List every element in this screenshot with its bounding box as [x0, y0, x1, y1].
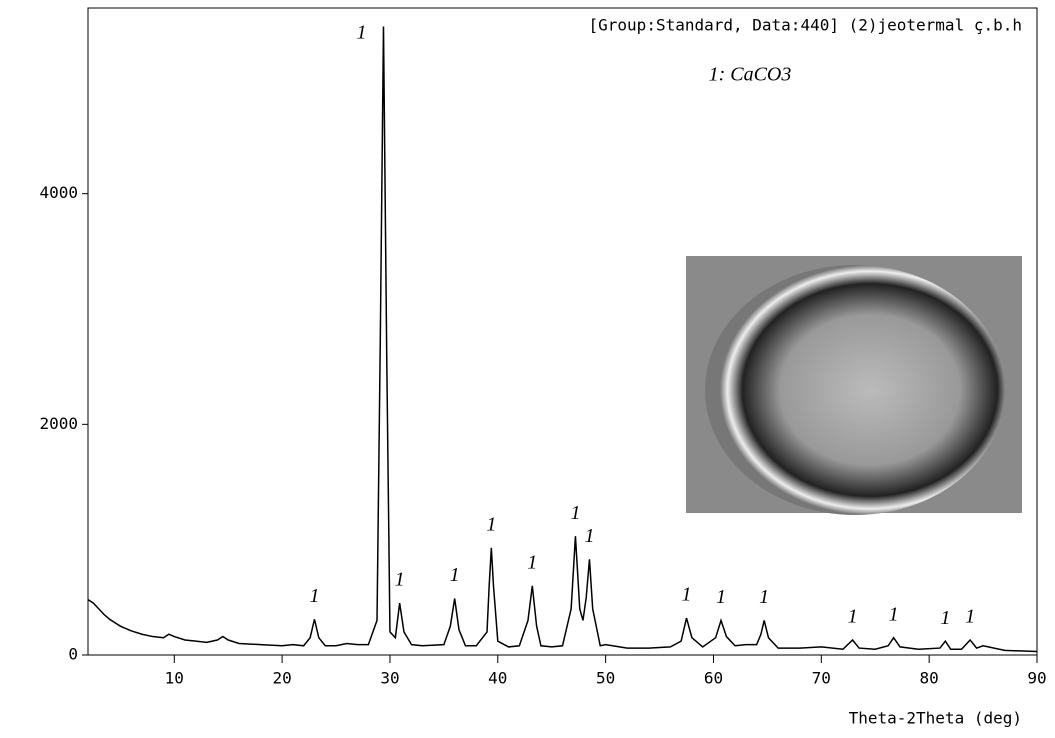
phase-legend: 1: CaCO3	[709, 64, 792, 86]
peak-label: 1	[965, 606, 975, 628]
inset-photo	[686, 256, 1022, 515]
peak-label: 1	[848, 606, 858, 628]
peak-label: 1	[356, 22, 366, 44]
peak-label: 1	[940, 607, 950, 629]
x-tick-label: 70	[812, 669, 831, 688]
peak-label: 1	[450, 564, 460, 586]
peak-label: 1	[486, 513, 496, 535]
x-axis-label: Theta-2Theta (deg)	[849, 709, 1022, 728]
x-tick-label: 20	[272, 669, 291, 688]
x-tick-label: 30	[380, 669, 399, 688]
diffraction-line	[87, 26, 1038, 653]
y-tick-label: 2000	[39, 414, 78, 433]
peak-label: 1	[889, 603, 899, 625]
x-tick-label: 40	[488, 669, 507, 688]
chart-title: [Group:Standard, Data:440] (2)jeotermal …	[589, 16, 1022, 35]
peak-label: 1	[309, 585, 319, 607]
peak-label: 1	[527, 551, 537, 573]
y-tick-label: 4000	[39, 183, 78, 202]
x-tick-label: 60	[704, 669, 723, 688]
peak-label: 1	[759, 586, 769, 608]
peak-label: 1	[716, 586, 726, 608]
peak-label: 1	[584, 525, 594, 547]
plot-frame	[87, 7, 1038, 656]
peak-label: 1	[682, 584, 692, 606]
x-tick-label: 90	[1027, 669, 1046, 688]
peak-label: 1	[395, 569, 405, 591]
peak-label: 1	[570, 502, 580, 524]
x-tick-label: 50	[596, 669, 615, 688]
x-tick-label: 10	[165, 669, 184, 688]
x-tick-label: 80	[920, 669, 939, 688]
y-tick-label: 0	[68, 645, 78, 664]
